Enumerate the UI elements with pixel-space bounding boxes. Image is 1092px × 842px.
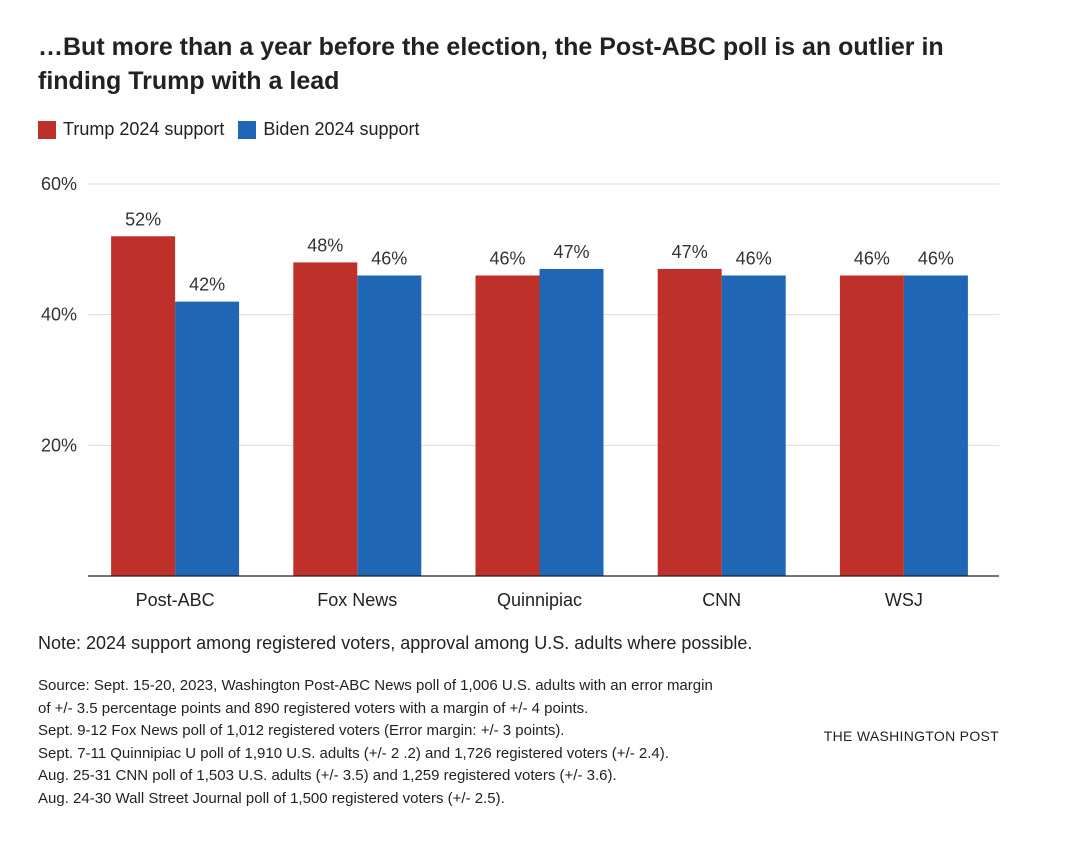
bar: [111, 236, 176, 576]
data-label: 46%: [736, 248, 772, 268]
publisher-credit: THE WASHINGTON POST: [823, 728, 999, 744]
bar: [657, 268, 722, 576]
data-label: 47%: [553, 242, 589, 262]
legend: Trump 2024 support Biden 2024 support: [38, 119, 434, 140]
data-label: 46%: [854, 248, 890, 268]
data-label: 46%: [371, 248, 407, 268]
bar: [175, 301, 240, 576]
y-tick-label: 40%: [41, 305, 77, 325]
source-line: Sept. 9-12 Fox News poll of 1,012 regist…: [38, 722, 565, 739]
source-notes: Source: Sept. 15-20, 2023, Washington Po…: [38, 675, 828, 810]
bar: [475, 275, 540, 576]
data-label: 52%: [125, 209, 161, 229]
source-line: Aug. 25-31 CNN poll of 1,503 U.S. adults…: [38, 767, 617, 784]
bar: [721, 275, 786, 576]
x-category-label: Fox News: [317, 590, 397, 610]
legend-swatch-biden: [238, 120, 257, 139]
data-label: 42%: [189, 275, 225, 295]
x-category-label: Quinnipiac: [497, 590, 582, 610]
source-line: of +/- 3.5 percentage points and 890 reg…: [38, 699, 589, 717]
legend-label-biden: Biden 2024 support: [263, 119, 420, 139]
source-line: Source: Sept. 15-20, 2023, Washington Po…: [38, 677, 713, 694]
data-label: 46%: [489, 248, 525, 268]
bar: [839, 275, 904, 576]
y-tick-label: 60%: [41, 174, 77, 194]
x-category-label: CNN: [702, 590, 741, 610]
chart-title: …But more than a year before the electio…: [38, 33, 944, 95]
y-tick-label: 20%: [41, 435, 77, 455]
legend-label-trump: Trump 2024 support: [63, 119, 225, 139]
legend-swatch-trump: [38, 120, 56, 139]
data-label: 47%: [672, 242, 708, 262]
chart-note: Note: 2024 support among registered vote…: [38, 633, 753, 653]
legend-item-biden: Biden 2024 support: [238, 119, 420, 140]
bar: [357, 275, 422, 576]
x-category-label: Post-ABC: [136, 590, 215, 610]
data-label: 46%: [918, 248, 954, 268]
source-line: Aug. 24-30 Wall Street Journal poll of 1…: [38, 789, 505, 807]
legend-item-trump: Trump 2024 support: [38, 119, 224, 140]
data-label: 48%: [307, 235, 343, 255]
bar: [539, 268, 604, 576]
x-category-label: WSJ: [885, 590, 923, 610]
source-line: Sept. 7-11 Quinnipiac U poll of 1,910 U.…: [38, 744, 669, 762]
bar: [903, 275, 968, 576]
bar-chart: 20% 40% 60% 52% 42% Post-ABC 48% 46% Fox News 46%…: [41, 174, 999, 610]
bar: [293, 262, 358, 576]
